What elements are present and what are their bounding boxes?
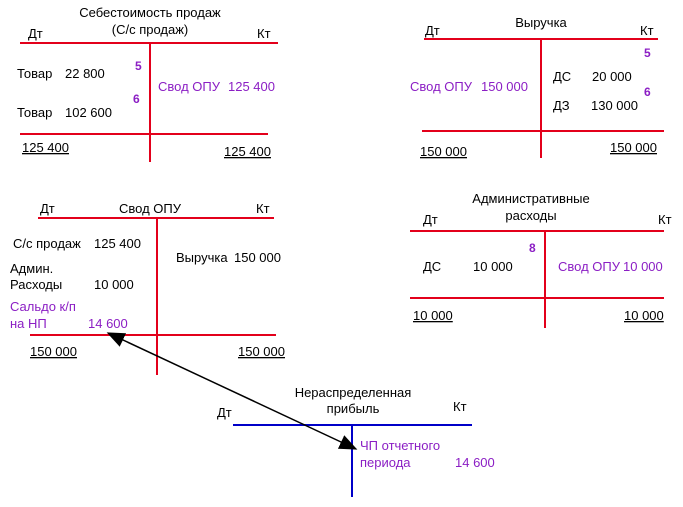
t-account: Административные расходы Дт Кт ДС 10 000… [410, 191, 672, 328]
entry-label: Выручка [176, 250, 228, 265]
entry-amount: 22 800 [65, 66, 105, 81]
total: 150 000 [610, 140, 657, 155]
title: Нераспределенная [295, 385, 412, 400]
ref: 5 [135, 59, 142, 73]
dt: Дт [425, 23, 440, 38]
t-account: Нераспределенная прибыль Дт Кт ЧП отчетн… [217, 385, 495, 497]
entry-label: Сальдо к/п [10, 299, 76, 314]
entry-label: ДЗ [553, 98, 570, 113]
entry-label: Админ. [10, 261, 53, 276]
total: 150 000 [30, 344, 77, 359]
t-account: Свод ОПУ Дт Кт С/с продаж 125 400 Админ.… [10, 201, 285, 375]
dt: Дт [423, 212, 438, 227]
kt: Кт [658, 212, 672, 227]
entry-amount: 125 400 [228, 79, 275, 94]
total: 125 400 [22, 140, 69, 155]
t-account: Себестоимость продаж (С/с продаж) Дт Кт … [17, 5, 278, 162]
t-account: Выручка Дт Кт Свод ОПУ 150 000 ДС 20 000… [410, 15, 664, 159]
ref: 6 [133, 92, 140, 106]
entry-amount: 10 000 [623, 259, 663, 274]
title: прибыль [327, 401, 380, 416]
title: расходы [505, 208, 556, 223]
kt: Кт [453, 399, 467, 414]
entry-label: ЧП отчетного [360, 438, 440, 453]
entry-amount: 10 000 [473, 259, 513, 274]
ref: 6 [644, 85, 651, 99]
total: 10 000 [624, 308, 664, 323]
kt: Кт [256, 201, 270, 216]
entry-label: Свод ОПУ [410, 79, 473, 94]
title: Свод ОПУ [119, 201, 182, 216]
entry-amount: 14 600 [88, 316, 128, 331]
entry-amount: 150 000 [234, 250, 281, 265]
entry-label: Расходы [10, 277, 62, 292]
entry-label: Свод ОПУ [558, 259, 621, 274]
total: 150 000 [238, 344, 285, 359]
entry-label: С/с продаж [13, 236, 81, 251]
arrow [106, 332, 358, 450]
entry-label: Товар [17, 105, 52, 120]
title: Выручка [515, 15, 567, 30]
entry-label: на НП [10, 316, 47, 331]
entry-amount: 130 000 [591, 98, 638, 113]
entry-label: ДС [553, 69, 571, 84]
entry-amount: 102 600 [65, 105, 112, 120]
entry-amount: 14 600 [455, 455, 495, 470]
entry-label: ДС [423, 259, 441, 274]
dt: Дт [40, 201, 55, 216]
entry-amount: 150 000 [481, 79, 528, 94]
title: Административные [472, 191, 589, 206]
entry-amount: 20 000 [592, 69, 632, 84]
title: Себестоимость продаж [79, 5, 221, 20]
ref: 5 [644, 46, 651, 60]
entry-amount: 125 400 [94, 236, 141, 251]
kt: Кт [640, 23, 654, 38]
title: (С/с продаж) [112, 22, 189, 37]
total: 10 000 [413, 308, 453, 323]
dt: Дт [28, 26, 43, 41]
entry-label: Товар [17, 66, 52, 81]
total: 125 400 [224, 144, 271, 159]
entry-amount: 10 000 [94, 277, 134, 292]
ref: 8 [529, 241, 536, 255]
entry-label: периода [360, 455, 411, 470]
dt: Дт [217, 405, 232, 420]
kt: Кт [257, 26, 271, 41]
entry-label: Свод ОПУ [158, 79, 221, 94]
total: 150 000 [420, 144, 467, 159]
